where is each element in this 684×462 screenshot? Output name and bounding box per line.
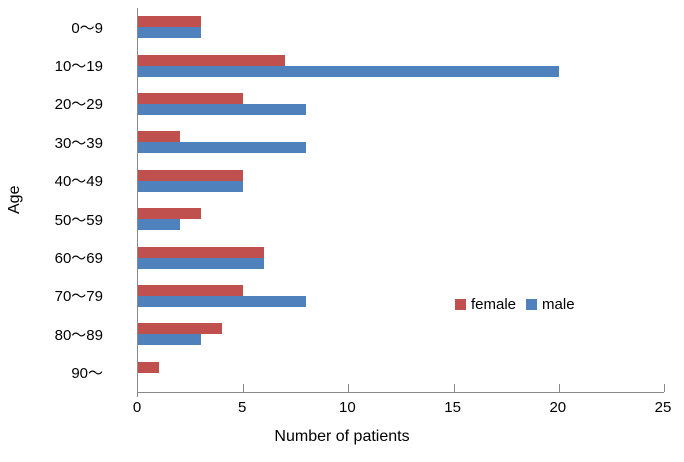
y-axis-label: 90～ [71, 365, 103, 383]
bar-male [138, 142, 307, 154]
x-axis-tick-label: 25 [654, 399, 672, 416]
y-axis-labels: 0～9 10～19 20～29 30～39 40～49 50～59 60～69 70～79 80… [0, 8, 120, 392]
y-axis-tail [137, 392, 138, 397]
bar-male [138, 219, 181, 231]
x-tick-mark [558, 384, 560, 392]
y-axis-label: 60～69 [54, 250, 103, 268]
y-axis-label: 30～39 [54, 134, 103, 152]
bar-rows [138, 8, 664, 392]
bar-female [138, 246, 265, 258]
bar-female [138, 169, 244, 181]
x-tick-mark [348, 384, 350, 392]
legend-swatch-icon [526, 299, 538, 310]
bar-group [138, 8, 664, 46]
bar-group [138, 85, 664, 123]
legend-label: male [542, 296, 575, 313]
bar-female [138, 92, 244, 104]
bar-group [138, 162, 664, 200]
bar-group [138, 315, 664, 353]
bar-group [138, 200, 664, 238]
bar-female [138, 16, 202, 28]
x-tick-mark [453, 384, 455, 392]
y-axis-label: 10～19 [54, 58, 103, 76]
x-axis-tick-label: 10 [339, 399, 356, 416]
bar-male [138, 27, 202, 39]
bar-group [138, 46, 664, 84]
bar-male [138, 180, 244, 192]
y-axis-label: 70～79 [54, 288, 103, 306]
bar-group [138, 123, 664, 161]
bar-female [138, 131, 181, 143]
y-axis-label: 40～49 [54, 173, 103, 191]
bar-male [138, 257, 265, 269]
x-axis-tick-label: 20 [549, 399, 567, 416]
bar-group [138, 354, 664, 392]
legend: female male [455, 296, 575, 313]
bar-female [138, 208, 202, 220]
bar-female [138, 284, 244, 296]
y-axis-label: 20～29 [54, 96, 103, 114]
plot-area [137, 8, 665, 393]
bar-male [138, 295, 307, 307]
bar-female [138, 54, 286, 66]
bar-male [138, 334, 202, 346]
x-axis-tick-label: 5 [238, 399, 247, 416]
y-axis-label: 80～89 [54, 326, 103, 344]
bar-group [138, 238, 664, 276]
legend-swatch-icon [455, 299, 466, 310]
y-axis-label: 0～9 [71, 19, 103, 37]
bar-group [138, 277, 664, 315]
x-tick-mark [243, 384, 245, 392]
legend-label: female [471, 296, 517, 313]
legend-item-male: male [526, 296, 575, 313]
y-axis-label: 50～59 [54, 211, 103, 229]
legend-item-female: female [455, 296, 516, 313]
x-axis-tick-label: 15 [444, 399, 461, 416]
bar-male [138, 65, 559, 77]
bar-female [138, 323, 223, 335]
x-axis-tick-label: 0 [132, 399, 142, 416]
x-axis-title: Number of patients [274, 428, 410, 445]
x-tick-mark [664, 384, 665, 392]
bar-male [138, 103, 307, 115]
bar-female [138, 361, 160, 373]
